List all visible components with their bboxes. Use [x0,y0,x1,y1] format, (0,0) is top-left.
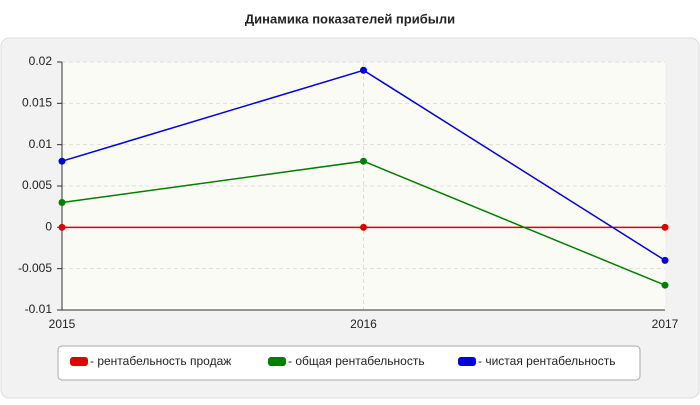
legend-label: - рентабельность продаж [90,354,231,368]
chart-title: Динамика показателей прибыли [245,11,455,26]
y-tick-label: 0.01 [29,137,53,151]
x-tick-label: 2016 [350,317,377,331]
y-tick-label: -0.01 [25,302,53,316]
point [360,66,367,74]
legend [57,345,641,381]
point [661,256,669,264]
x-tick-label: 2015 [49,317,76,331]
y-tick-label: 0 [45,220,52,234]
point [58,157,66,165]
y-tick-label: -0.005 [18,261,52,275]
x-tick-label: 2017 [652,317,679,331]
legend-swatch [458,357,476,366]
legend-label: - чистая рентабельность [478,354,615,368]
legend-swatch [268,357,286,366]
point [661,223,669,231]
point [58,223,66,231]
legend-label: - общая рентабельность [288,354,425,368]
y-tick-label: 0.02 [29,54,53,68]
point [661,281,669,289]
y-tick-label: 0.015 [22,96,52,110]
y-tick-label: 0.005 [22,178,52,192]
point [360,157,367,165]
point [360,223,367,231]
legend-swatch [70,357,88,366]
point [58,199,66,207]
